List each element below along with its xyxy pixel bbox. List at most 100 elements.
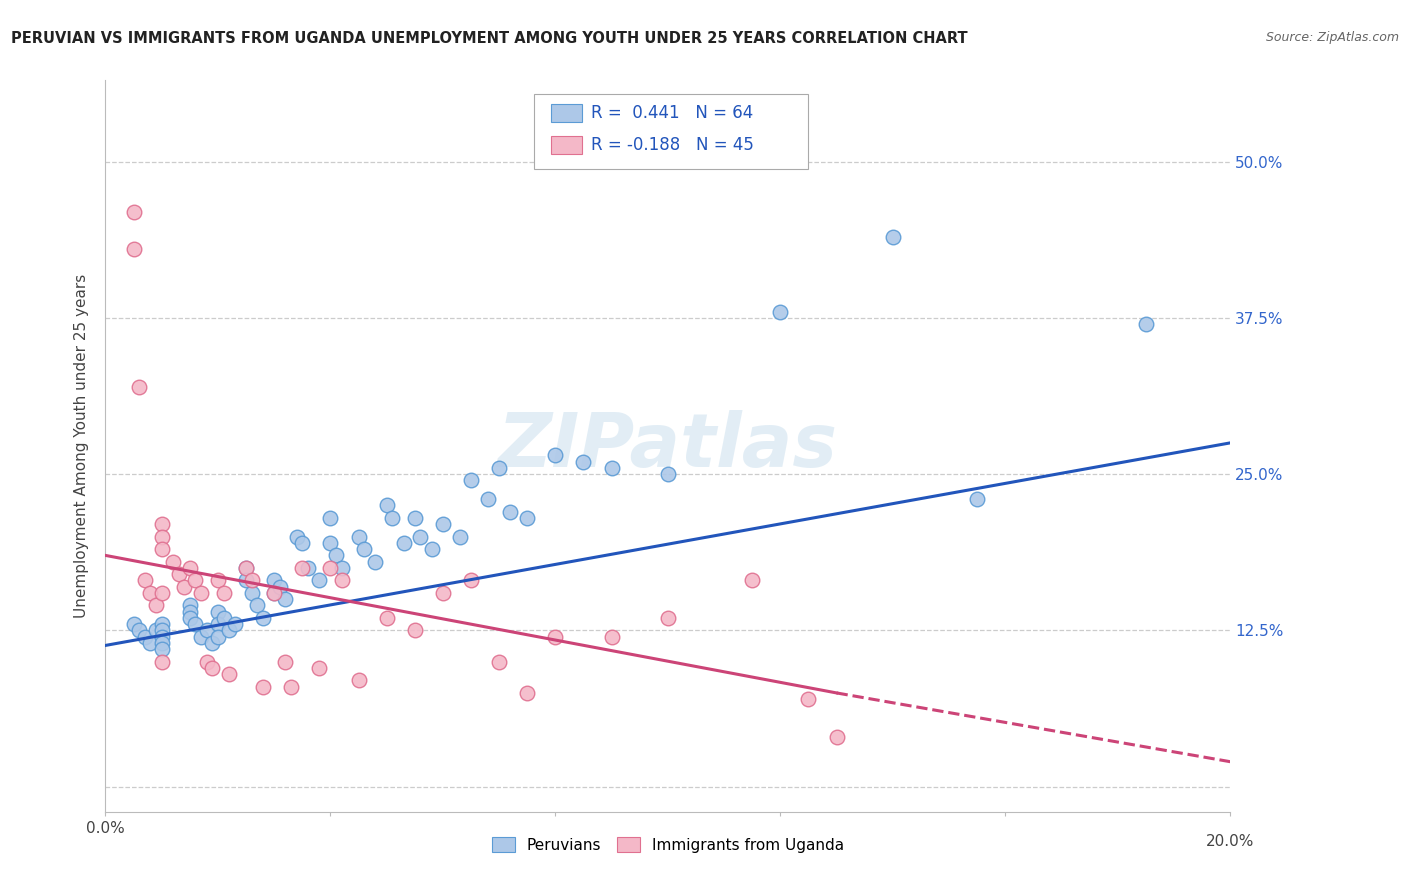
Point (449, 530, 471, 544)
Point (600, 461, 623, 475)
Point (381, 511, 404, 525)
Point (319, 561, 342, 575)
Point (966, 492, 988, 507)
Point (347, 530, 370, 544)
Point (246, 599, 269, 613)
Legend: Peruvians, Immigrants from Uganda: Peruvians, Immigrants from Uganda (485, 831, 851, 859)
Point (235, 574, 257, 588)
Point (128, 379, 150, 393)
Point (134, 630, 156, 644)
Point (207, 574, 229, 588)
Point (488, 655, 510, 669)
Text: PERUVIAN VS IMMIGRANTS FROM UGANDA UNEMPLOYMENT AMONG YOUTH UNDER 25 YEARS CORRE: PERUVIAN VS IMMIGRANTS FROM UGANDA UNEMP… (11, 31, 967, 46)
Point (207, 630, 229, 644)
Point (195, 655, 218, 669)
Point (235, 561, 257, 575)
Point (240, 574, 263, 588)
Point (516, 686, 538, 700)
Point (240, 586, 263, 600)
Point (308, 574, 330, 588)
Point (544, 630, 567, 644)
Point (319, 536, 342, 550)
Point (432, 517, 454, 532)
Point (218, 624, 240, 638)
Point (167, 567, 190, 582)
Point (291, 561, 314, 575)
Point (122, 617, 145, 632)
Point (375, 611, 398, 625)
Point (319, 511, 342, 525)
Point (741, 574, 763, 588)
Point (195, 624, 218, 638)
Point (308, 661, 330, 675)
Point (297, 561, 319, 575)
Text: R = -0.188   N = 45: R = -0.188 N = 45 (591, 136, 754, 154)
Point (150, 624, 173, 638)
Point (477, 492, 499, 507)
Point (145, 599, 167, 613)
Point (235, 561, 257, 575)
Point (325, 549, 347, 563)
Point (150, 642, 173, 657)
Point (657, 467, 679, 482)
Point (347, 673, 370, 688)
Point (499, 505, 522, 519)
Text: R =  0.441   N = 64: R = 0.441 N = 64 (591, 104, 752, 122)
Point (291, 536, 314, 550)
Point (139, 586, 162, 600)
Point (134, 574, 156, 588)
Point (882, 229, 904, 244)
Point (404, 624, 426, 638)
Point (173, 580, 195, 594)
Point (432, 586, 454, 600)
Point (488, 461, 510, 475)
Text: Source: ZipAtlas.com: Source: ZipAtlas.com (1265, 31, 1399, 45)
Point (797, 692, 820, 706)
Point (128, 624, 150, 638)
Point (1135, 317, 1157, 331)
Point (179, 599, 201, 613)
Point (201, 661, 224, 675)
Point (162, 555, 184, 569)
Point (150, 586, 173, 600)
Point (184, 574, 207, 588)
Point (285, 530, 308, 544)
Text: 20.0%: 20.0% (1206, 834, 1254, 849)
Point (375, 499, 398, 513)
Point (150, 630, 173, 644)
Point (145, 624, 167, 638)
Text: ZIPatlas: ZIPatlas (498, 409, 838, 483)
Point (274, 592, 297, 607)
Point (179, 561, 201, 575)
Point (657, 611, 679, 625)
Point (179, 611, 201, 625)
Point (150, 617, 173, 632)
Point (150, 636, 173, 650)
Point (544, 449, 567, 463)
Point (218, 667, 240, 681)
Point (392, 536, 415, 550)
Point (404, 511, 426, 525)
Point (190, 586, 212, 600)
Point (769, 304, 792, 318)
Point (252, 680, 274, 694)
Point (460, 474, 482, 488)
Point (460, 574, 482, 588)
Point (150, 530, 173, 544)
Point (572, 455, 595, 469)
Point (364, 555, 387, 569)
Point (139, 636, 162, 650)
Point (150, 517, 173, 532)
Point (263, 574, 285, 588)
Point (263, 586, 285, 600)
Point (179, 605, 201, 619)
Point (212, 586, 235, 600)
Point (330, 561, 353, 575)
Point (207, 605, 229, 619)
Point (184, 617, 207, 632)
Point (280, 680, 302, 694)
Point (330, 574, 353, 588)
Point (274, 655, 297, 669)
Point (224, 617, 246, 632)
Point (212, 611, 235, 625)
